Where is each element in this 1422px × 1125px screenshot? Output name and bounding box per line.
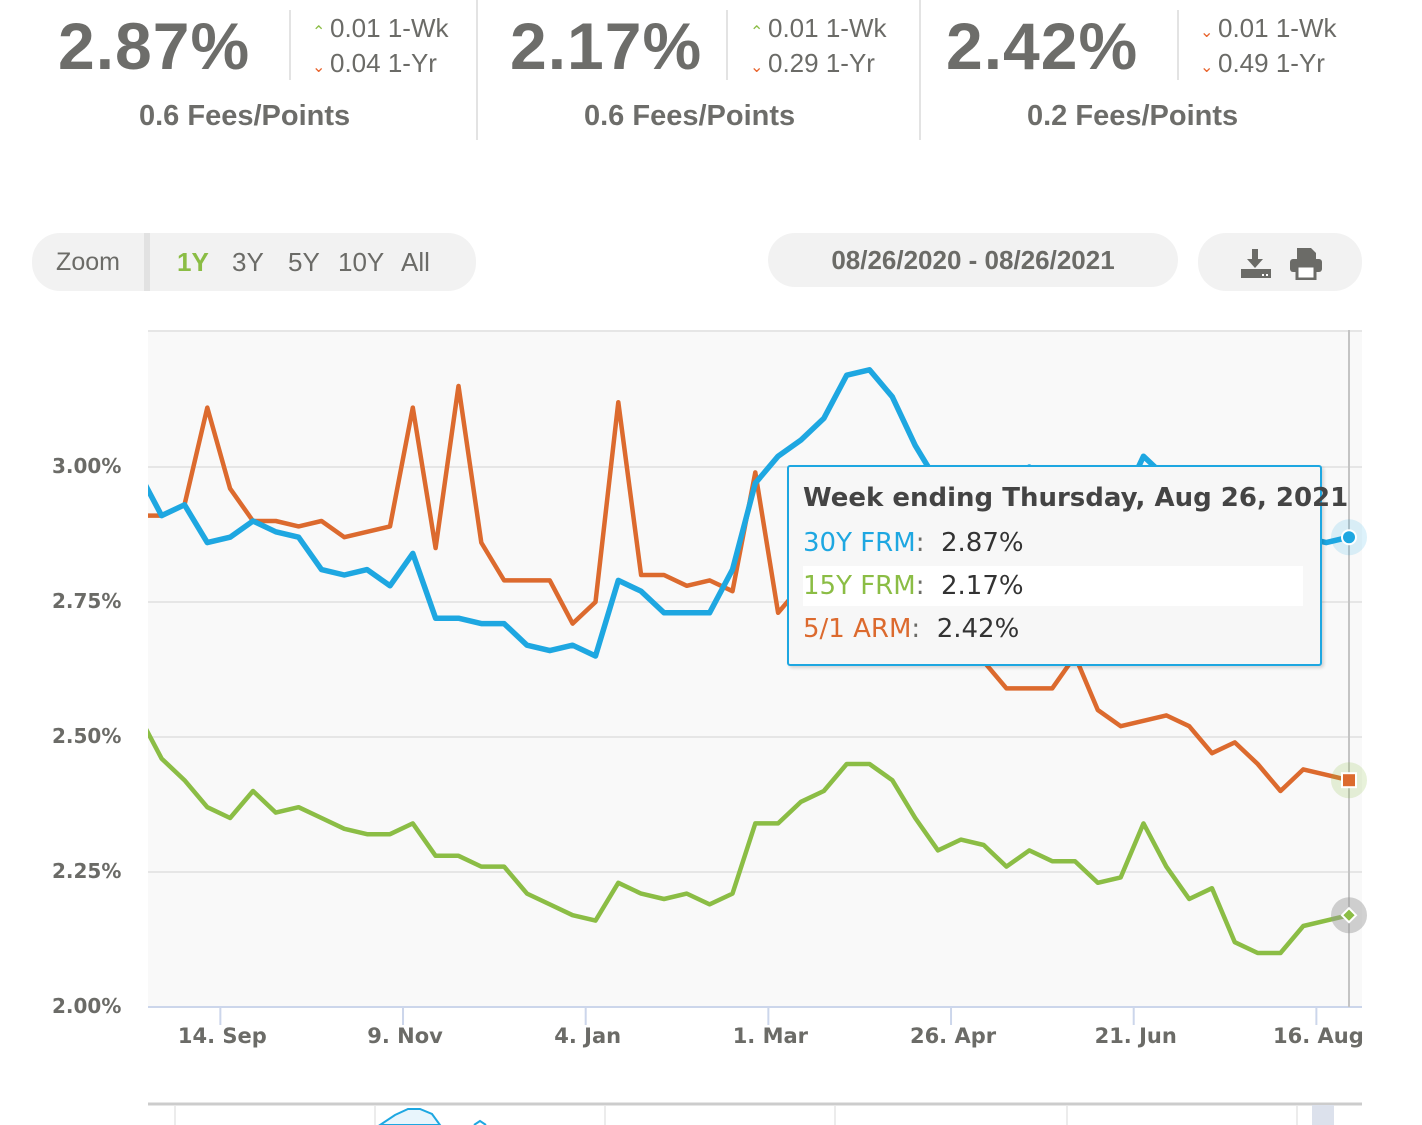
week-change: ⌄ 0.01 1-Wk	[1200, 13, 1337, 44]
tooltip: Week ending Thursday, Aug 26, 2021 30Y F…	[787, 465, 1348, 666]
zoom-control	[32, 233, 476, 291]
printer-icon[interactable]	[1288, 246, 1324, 280]
chevron-down-icon: ⌄	[312, 59, 326, 76]
zoom-10y-button[interactable]: 10Y	[338, 247, 385, 277]
chevron-down-icon: ⌄	[750, 59, 764, 76]
year-change-text: 0.04 1-Yr	[330, 48, 437, 78]
series-group	[148, 367, 1350, 956]
navigator-handle	[1312, 1105, 1334, 1125]
chevron-down-icon: ⌄	[1200, 59, 1214, 76]
zoom-5y-button[interactable]: 5Y	[288, 247, 320, 277]
x-tick-label: 14. Sep	[177, 1024, 267, 1048]
year-change-text: 0.49 1-Yr	[1218, 48, 1325, 78]
chevron-up-icon: ⌃	[312, 24, 326, 41]
x-tick-label: 1. Mar	[732, 1024, 809, 1048]
divider	[726, 10, 728, 80]
y-tick-label: 3.00%	[52, 454, 122, 478]
zoom-3y-button[interactable]: 3Y	[232, 247, 264, 277]
series-line-15y	[148, 728, 1350, 956]
tooltip-value: 2.42%	[936, 614, 1020, 644]
tooltip-row-15y: 15Y FRM: 2.17%	[803, 566, 1303, 606]
navigator-series	[378, 1108, 442, 1125]
tooltip-row-30y: 30Y FRM: 2.87%	[803, 528, 1024, 558]
rate-value: 2.87%	[58, 9, 251, 83]
x-tick-label: 9. Nov	[367, 1024, 443, 1048]
year-change: ⌄ 0.49 1-Yr	[1200, 48, 1325, 79]
series-line-30y	[148, 367, 1350, 659]
date-range[interactable]: 08/26/2020 - 08/26/2021	[831, 245, 1115, 275]
week-change-text: 0.01 1-Wk	[1218, 13, 1337, 43]
tooltip-header: Week ending Thursday, Aug 26, 2021	[803, 483, 1349, 513]
y-tick-label: 2.00%	[52, 994, 122, 1018]
plot-background	[148, 330, 1362, 1007]
week-change: ⌃ 0.01 1-Wk	[750, 13, 887, 44]
fees-points: 0.6 Fees/Points	[584, 100, 796, 132]
zoom-label: Zoom	[56, 248, 120, 276]
week-change-text: 0.01 1-Wk	[330, 13, 449, 43]
y-tick-label: 2.75%	[52, 589, 122, 613]
zoom-1y-button[interactable]: 1Y	[177, 247, 209, 277]
tooltip-row-arm: 5/1 ARM: 2.42%	[803, 614, 1020, 644]
marker-30y	[1341, 529, 1357, 546]
x-tick-label: 26. Apr	[909, 1024, 997, 1048]
date-range-pill[interactable]	[768, 233, 1178, 287]
download-icon[interactable]	[1240, 247, 1272, 279]
column-divider	[476, 0, 478, 140]
rate-value: 2.42%	[946, 9, 1139, 83]
marker-arm	[1341, 772, 1357, 789]
stat-arm: 2.42% ⌄ 0.01 1-Wk ⌄ 0.49 1-Yr 0.2 Fees/Poi…	[921, 0, 1422, 140]
tooltip-label: 15Y FRM	[803, 571, 916, 601]
week-change-text: 0.01 1-Wk	[768, 13, 887, 43]
divider	[289, 10, 291, 80]
chevron-down-icon: ⌄	[1200, 24, 1214, 41]
y-tick-label: 2.50%	[52, 724, 122, 748]
navigator-series	[473, 1119, 487, 1125]
marker-15y	[1340, 906, 1358, 924]
week-change: ⌃ 0.01 1-Wk	[312, 13, 449, 44]
stat-15y: 2.17% ⌃ 0.01 1-Wk ⌄ 0.29 1-Yr 0.6 Fees/Poi…	[478, 0, 920, 140]
chevron-up-icon: ⌃	[750, 24, 764, 41]
zoom-all-button[interactable]: All	[401, 247, 430, 277]
year-change: ⌄ 0.04 1-Yr	[312, 48, 437, 79]
fees-points: 0.2 Fees/Points	[1027, 100, 1239, 132]
stat-30y: 2.87% ⌃ 0.01 1-Wk ⌄ 0.04 1-Yr 0.6 Fees/Poi…	[0, 0, 477, 140]
x-tick-label: 21. Jun	[1094, 1024, 1177, 1048]
x-tick-label: 16. Aug	[1273, 1024, 1364, 1048]
export-controls	[1198, 233, 1362, 291]
divider	[1177, 10, 1179, 80]
year-change-text: 0.29 1-Yr	[768, 48, 875, 78]
column-divider	[919, 0, 921, 140]
tooltip-label: 30Y FRM	[803, 528, 916, 558]
x-tick-label: 4. Jan	[554, 1024, 622, 1048]
fees-points: 0.6 Fees/Points	[139, 100, 351, 132]
zoom-divider	[144, 233, 150, 291]
tooltip-value: 2.17%	[940, 571, 1024, 601]
year-change: ⌄ 0.29 1-Yr	[750, 48, 875, 79]
rate-value: 2.17%	[510, 9, 703, 83]
y-tick-label: 2.25%	[52, 859, 122, 883]
tooltip-value: 2.87%	[940, 528, 1024, 558]
tooltip-label: 5/1 ARM	[803, 614, 912, 644]
